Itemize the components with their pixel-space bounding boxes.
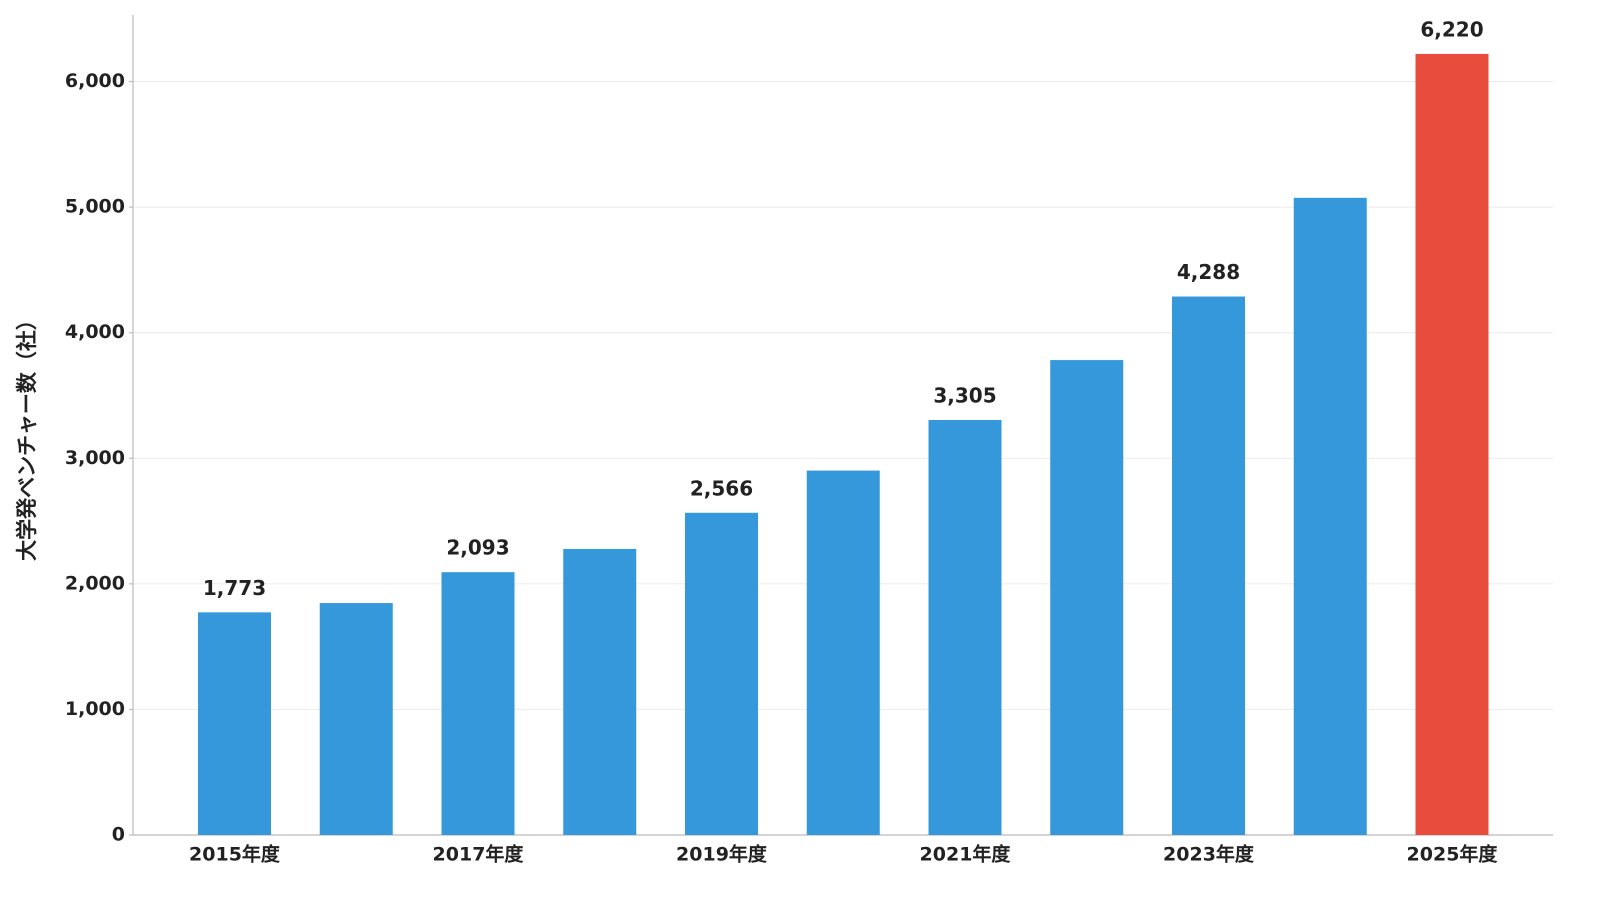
value-label: 6,220 <box>1420 17 1483 41</box>
bar <box>198 612 271 835</box>
y-tick-label: 2,000 <box>65 572 125 594</box>
y-tick-label: 6,000 <box>65 70 125 92</box>
bar <box>319 603 393 835</box>
bar <box>928 419 1002 835</box>
bar <box>563 548 637 835</box>
bar <box>441 572 515 835</box>
x-tick-label: 2017年度 <box>433 843 525 866</box>
y-tick-label: 5,000 <box>65 196 125 218</box>
y-tick-label: 0 <box>112 824 125 846</box>
x-tick-label: 2019年度 <box>676 843 768 866</box>
bar <box>1050 360 1124 835</box>
value-label: 4,288 <box>1177 260 1240 284</box>
value-label: 2,566 <box>690 476 753 500</box>
value-label: 2,093 <box>446 536 509 560</box>
y-tick-label: 1,000 <box>65 698 125 720</box>
value-label: 3,305 <box>933 383 996 407</box>
value-label: 1,773 <box>203 576 266 600</box>
bar <box>1172 296 1245 836</box>
bar <box>1415 53 1489 835</box>
x-tick-label: 2025年度 <box>1407 843 1499 866</box>
y-axis-label: 大学発ベンチャー数（社） <box>15 309 39 561</box>
bar <box>806 470 880 835</box>
x-tick-label: 2021年度 <box>920 843 1012 866</box>
x-tick-label: 2023年度 <box>1163 843 1255 866</box>
bar <box>1293 197 1367 836</box>
bar <box>685 512 758 835</box>
y-tick-label: 4,000 <box>65 321 125 343</box>
y-tick-label: 3,000 <box>65 447 125 469</box>
x-tick-label: 2015年度 <box>189 843 281 866</box>
